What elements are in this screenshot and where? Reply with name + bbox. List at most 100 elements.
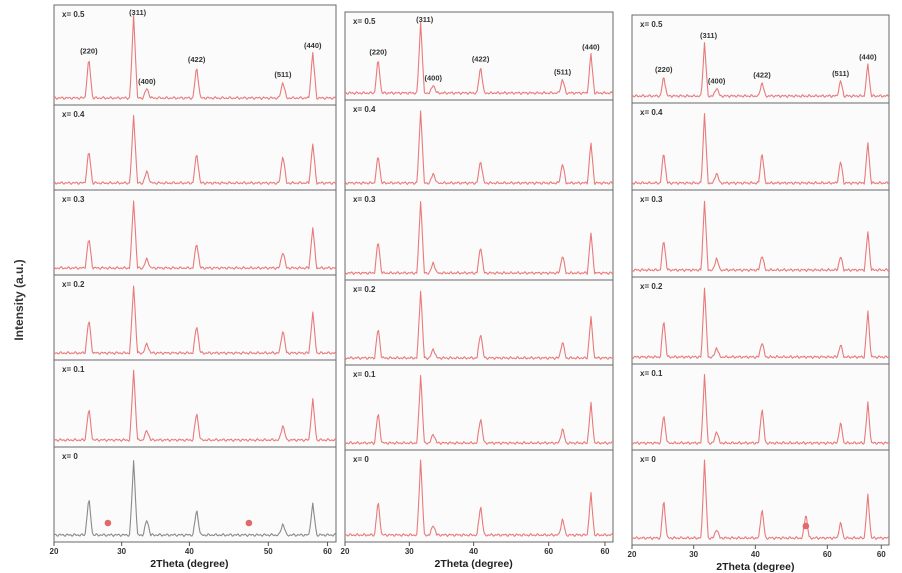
panel-frame [53,4,337,106]
xrd-trace [631,459,890,540]
xrd-panel: x= 0.1 [344,364,614,451]
impurity-marker [802,522,810,530]
peak-label: (400) [138,77,156,86]
xrd-panel: x= 0.4 [53,104,337,191]
y-axis-title-wrap: Intensity (a.u.) [8,150,30,450]
panel-label: x= 0.4 [62,110,85,119]
impurity-marker [104,519,112,527]
xrd-trace [344,290,614,360]
impurity-marker [245,519,253,527]
x-tick-label: 20 [50,547,59,556]
xrd-trace [631,200,890,272]
peak-label: (511) [274,70,292,79]
xrd-panel: x= 0.1 [631,363,890,451]
peak-label: (440) [582,42,600,51]
panel-label: x= 0.1 [640,369,663,378]
xrd-trace [53,460,337,537]
x-tick-label: 20 [341,547,350,556]
x-axis-title: 2Theta (degree) [150,558,228,570]
panel-label: x= 0 [62,452,78,461]
xrd-panel: x= 0 [631,449,890,546]
x-tick-label: 40 [751,550,760,559]
xrd-panel: x= 0 [344,449,614,543]
xrd-panel: x= 0.1 [53,359,337,448]
xrd-trace [344,110,614,185]
peak-label: (422) [753,71,771,80]
x-tick-label: 30 [689,550,698,559]
panel-frame [344,279,614,366]
x-tick-label: 60 [877,550,886,559]
xrd-panel: x= 0.5 (220) (311) (400) (422) (511) (440) [344,11,614,101]
peak-label: (511) [832,69,850,78]
xrd-panel: x= 0.2 [344,279,614,366]
xrd-trace [631,42,890,98]
panel-label: x= 0 [640,455,656,464]
xrd-column-2: x= 0.5(220)(311)(400)(422)(511)(440)x= 0… [341,11,614,570]
peak-label: (311) [129,8,147,17]
peak-label: (511) [554,68,572,77]
peak-label: (440) [859,53,877,62]
xrd-trace [53,200,337,270]
panel-frame [53,446,337,543]
panel-label: x= 0.1 [353,370,376,379]
peak-label: (220) [655,65,673,74]
panel-frame [631,276,890,365]
panel-label: x= 0 [353,455,369,464]
panel-frame [344,364,614,451]
xrd-trace [53,114,337,185]
xrd-panel: x= 0.3 [344,189,614,281]
peak-label: (422) [188,55,206,64]
x-tick-label: 40 [469,547,478,556]
xrd-column-3: x= 0.5(220)(311)(400)(422) (511)(440)x= 0… [628,14,890,573]
panel-label: x= 0.3 [353,195,376,204]
xrd-panel: x= 0.2 [631,276,890,365]
x-tick-label: 30 [405,547,414,556]
panel-frame [344,11,614,101]
xrd-trace [53,14,337,100]
panel-frame [344,99,614,191]
panel-frame [631,363,890,451]
xrd-trace [344,200,614,275]
panel-frame [631,449,890,546]
xrd-panel: x= 0.4 [344,99,614,191]
panel-label: x= 0.5 [640,20,663,29]
peak-label: (311) [416,15,434,24]
peak-label: (440) [304,41,322,50]
peak-label: (311) [700,31,718,40]
xrd-panel: x= 0 [53,446,337,543]
x-tick-label: 50 [264,547,273,556]
peak-label: (400) [425,73,443,82]
panel-frame [344,449,614,543]
panel-label: x= 0.4 [640,108,663,117]
x-tick-label: 60 [601,547,610,556]
xrd-trace [631,373,890,445]
panel-frame [53,104,337,191]
x-tick-label: 40 [185,547,194,556]
panel-frame [344,189,614,281]
xrd-panel: x= 0.3 [53,189,337,276]
panel-label: x= 0.3 [62,195,85,204]
panel-label: x= 0.2 [640,282,663,291]
x-axis-title: 2Theta (degree) [435,558,513,570]
panel-label: x= 0.4 [353,105,376,114]
x-tick-label: 60 [823,550,832,559]
panel-frame [631,102,890,191]
x-axis-title: 2Theta (degree) [716,561,794,573]
xrd-trace [53,369,337,442]
x-tick-label: 60 [544,547,553,556]
xrd-panel: x= 0.5 (220) (311) (400) (422) (511) (440) [53,4,337,106]
x-tick-label: 20 [628,550,637,559]
peak-label: (220) [369,47,387,56]
xrd-panel: x= 0.2 [53,274,337,361]
panel-label: x= 0.5 [353,17,376,26]
xrd-trace [631,113,890,185]
panel-label: x= 0.1 [62,365,85,374]
panel-frame [53,274,337,361]
xrd-panel: x= 0.4 [631,102,890,191]
peak-label: (220) [80,47,98,56]
y-axis-title: Intensity (a.u.) [12,259,26,341]
xrd-panel: x= 0.5 (220) (311) (400) (422) (511) (440) [631,14,890,104]
panel-label: x= 0.2 [353,285,376,294]
xrd-trace [53,285,337,355]
panel-label: x= 0.2 [62,280,85,289]
